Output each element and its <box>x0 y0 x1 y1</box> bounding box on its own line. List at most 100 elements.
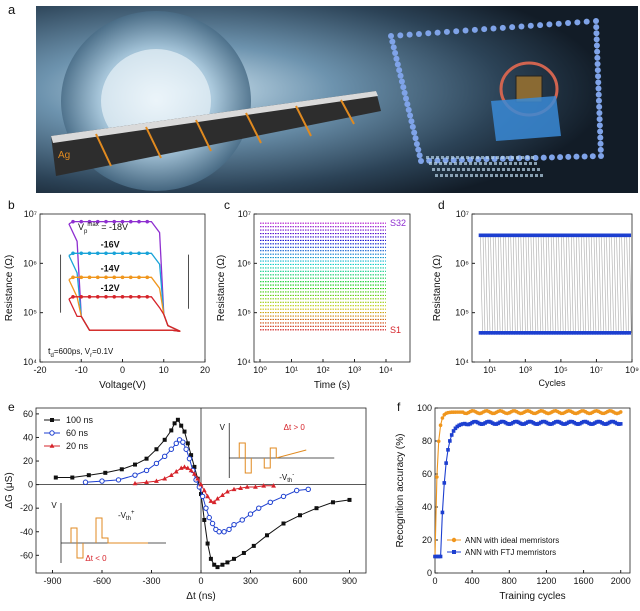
panel-c: 10⁰ 10¹ 10² 10³ 10⁴ 10⁴ 10⁵ 10⁶ 10⁷ Time (s) Resis… <box>212 196 420 396</box>
data-point <box>542 419 547 424</box>
data-point <box>490 421 495 425</box>
hrs-point <box>604 233 609 238</box>
data-cell <box>476 156 479 159</box>
hrs-point <box>554 233 558 238</box>
y-axis-label: Resistance (Ω) <box>4 255 15 321</box>
hrs-point <box>508 233 513 238</box>
data-point <box>145 294 150 299</box>
data-point <box>216 529 222 535</box>
panel-label-b: b <box>8 198 15 212</box>
switch-line <box>507 235 511 333</box>
data-cell <box>487 168 490 171</box>
x-tick-label: -600 <box>93 576 111 586</box>
y-tick-label: 0 <box>427 568 432 578</box>
data-point <box>172 421 177 426</box>
data-point <box>95 251 100 256</box>
data-cell <box>496 156 499 159</box>
electrode-lines <box>95 99 355 167</box>
lrs-point <box>539 331 543 335</box>
bead <box>581 153 588 160</box>
y-tick-label: 10⁷ <box>456 209 469 219</box>
switch-line <box>510 235 513 333</box>
switch-line <box>505 235 508 333</box>
data-point <box>86 473 91 478</box>
data-point <box>531 421 536 425</box>
data-point <box>120 275 125 280</box>
switch-line <box>545 235 549 333</box>
bead <box>443 28 450 35</box>
x-tick-label: 2000 <box>611 576 631 586</box>
hrs-point <box>574 233 579 238</box>
y-tick-label: 10⁵ <box>23 308 37 318</box>
bead <box>596 116 603 123</box>
data-cell <box>469 162 472 165</box>
data-point <box>208 556 213 561</box>
x-tick-label: -20 <box>33 365 46 375</box>
inset2-pulse1 <box>70 527 84 559</box>
data-point <box>516 420 521 425</box>
data-point <box>128 251 133 256</box>
data-cell <box>514 162 517 165</box>
y-tick-label: 10⁶ <box>23 258 37 268</box>
y-axis-label: Resistance (Ω) <box>216 255 227 321</box>
bead <box>471 26 478 33</box>
data-point <box>221 529 227 535</box>
data-point <box>462 421 467 426</box>
data-point <box>331 500 335 505</box>
data-point <box>539 420 543 425</box>
lrs-point <box>574 331 579 335</box>
hrs-point <box>488 233 493 238</box>
data-point <box>488 420 493 424</box>
data-point <box>178 465 184 470</box>
data-point <box>251 543 256 548</box>
data-point <box>79 219 84 224</box>
hrs-point <box>622 233 627 238</box>
bead <box>406 31 413 38</box>
data-point <box>526 420 530 424</box>
y-tick-label: 10⁷ <box>24 209 37 219</box>
switch-line <box>606 235 609 333</box>
y-tick-label: 100 <box>417 403 432 413</box>
y-tick-label: 10⁶ <box>455 258 469 268</box>
inset2-dt: Δt < 0 <box>85 554 107 563</box>
data-point <box>71 251 75 256</box>
data-point <box>137 294 141 299</box>
hrs-point <box>506 233 511 238</box>
data-point <box>570 419 575 424</box>
data-point <box>457 423 461 428</box>
bead <box>593 30 600 37</box>
legend-label: 60 ns <box>66 428 89 438</box>
lrs-point <box>612 331 616 335</box>
bead <box>597 128 604 135</box>
data-point <box>128 275 133 280</box>
bead <box>595 97 602 104</box>
x-tick-label: 10⁹ <box>625 365 639 375</box>
y-tick-label: 20 <box>422 535 432 545</box>
data-point <box>591 422 595 426</box>
bead <box>415 30 422 37</box>
lrs-point <box>589 331 594 335</box>
bead <box>593 36 600 43</box>
data-point <box>70 475 75 480</box>
data-point <box>199 492 203 497</box>
legend-marker <box>50 418 54 422</box>
data-point <box>520 422 525 426</box>
data-point <box>540 419 545 424</box>
bead <box>413 140 420 147</box>
switch-line <box>533 235 536 333</box>
data-point <box>581 419 586 424</box>
data-cell <box>481 156 484 159</box>
data-cell <box>521 156 524 159</box>
data-point <box>99 478 105 484</box>
hrs-point <box>609 233 614 238</box>
hrs-point <box>531 233 536 238</box>
series--12V <box>68 296 181 332</box>
data-point <box>79 294 84 299</box>
data-point <box>503 420 508 425</box>
data-point <box>592 421 597 425</box>
data-point <box>604 422 608 426</box>
switch-line <box>485 235 488 333</box>
hrs-point <box>529 233 533 238</box>
data-point <box>95 294 100 299</box>
data-point <box>585 420 590 425</box>
